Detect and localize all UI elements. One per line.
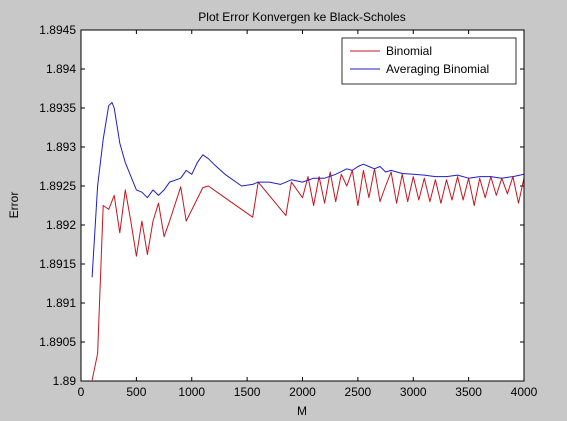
legend: Binomial Averaging Binomial bbox=[341, 37, 517, 85]
series-line-averaging-binomial bbox=[91, 102, 525, 278]
y-tick-label: 1.89 bbox=[53, 374, 77, 388]
y-tick-label: 1.8945 bbox=[39, 23, 76, 37]
x-tick-label: 3500 bbox=[455, 385, 482, 399]
x-tick-label: 1500 bbox=[234, 385, 261, 399]
y-axis-label: Error bbox=[7, 192, 21, 219]
y-tick-label: 1.893 bbox=[46, 140, 76, 154]
x-tick-label: 2500 bbox=[345, 385, 372, 399]
y-tick-label: 1.892 bbox=[46, 218, 76, 232]
x-axis-label: M bbox=[297, 404, 307, 418]
legend-box bbox=[341, 37, 517, 85]
x-tick-label: 500 bbox=[126, 385, 146, 399]
plot-frame bbox=[80, 29, 525, 382]
legend-label: Averaging Binomial bbox=[386, 62, 489, 76]
chart-title: Plot Error Konvergen ke Black-Scholes bbox=[198, 10, 405, 24]
y-tick-label: 1.894 bbox=[46, 62, 76, 76]
y-tick-label: 1.891 bbox=[46, 296, 76, 310]
x-tick-label: 3000 bbox=[400, 385, 427, 399]
y-axis: 1.89 1.8905 1.891 1.8915 1.892 1.8925 1.893 1.8… bbox=[39, 23, 524, 388]
y-tick-label: 1.8925 bbox=[39, 179, 76, 193]
x-tick-label: 0 bbox=[78, 385, 85, 399]
y-tick-label: 1.8905 bbox=[39, 335, 76, 349]
x-tick-label: 4000 bbox=[511, 385, 538, 399]
legend-label: Binomial bbox=[386, 44, 432, 58]
series-line-binomial bbox=[91, 168, 525, 381]
x-axis: 0 500 1000 1500 2000 2500 3000 3500 4000 bbox=[78, 30, 538, 399]
y-tick-label: 1.8915 bbox=[39, 257, 76, 271]
y-tick-label: 1.8935 bbox=[39, 101, 76, 115]
x-tick-label: 2000 bbox=[289, 385, 316, 399]
x-tick-label: 1000 bbox=[178, 385, 205, 399]
series-layer bbox=[91, 102, 525, 381]
plot-area bbox=[81, 30, 524, 381]
